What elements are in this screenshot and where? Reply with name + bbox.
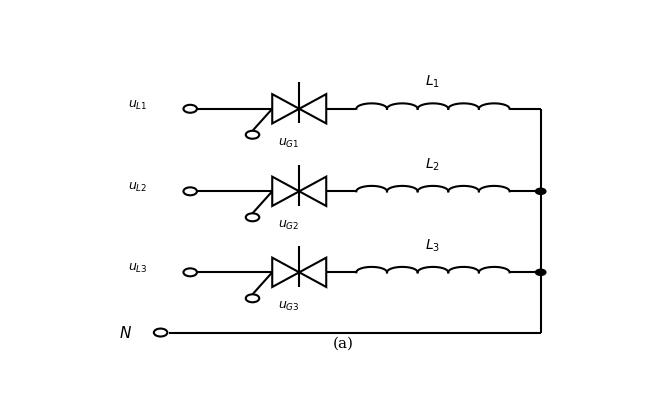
Circle shape xyxy=(535,188,546,195)
Text: $u_{G2}$: $u_{G2}$ xyxy=(279,219,299,232)
Text: $L_2$: $L_2$ xyxy=(425,156,440,173)
Circle shape xyxy=(535,269,546,276)
Text: $L_3$: $L_3$ xyxy=(425,237,440,254)
Text: $L_1$: $L_1$ xyxy=(425,74,440,91)
Text: $u_{G1}$: $u_{G1}$ xyxy=(279,137,300,150)
Text: $N$: $N$ xyxy=(119,324,132,341)
Text: $u_{L2}$: $u_{L2}$ xyxy=(128,181,147,194)
Text: (a): (a) xyxy=(333,336,354,350)
Text: $u_{G3}$: $u_{G3}$ xyxy=(279,300,300,313)
Text: $u_{L1}$: $u_{L1}$ xyxy=(128,98,147,112)
Text: $u_{L3}$: $u_{L3}$ xyxy=(128,262,147,275)
